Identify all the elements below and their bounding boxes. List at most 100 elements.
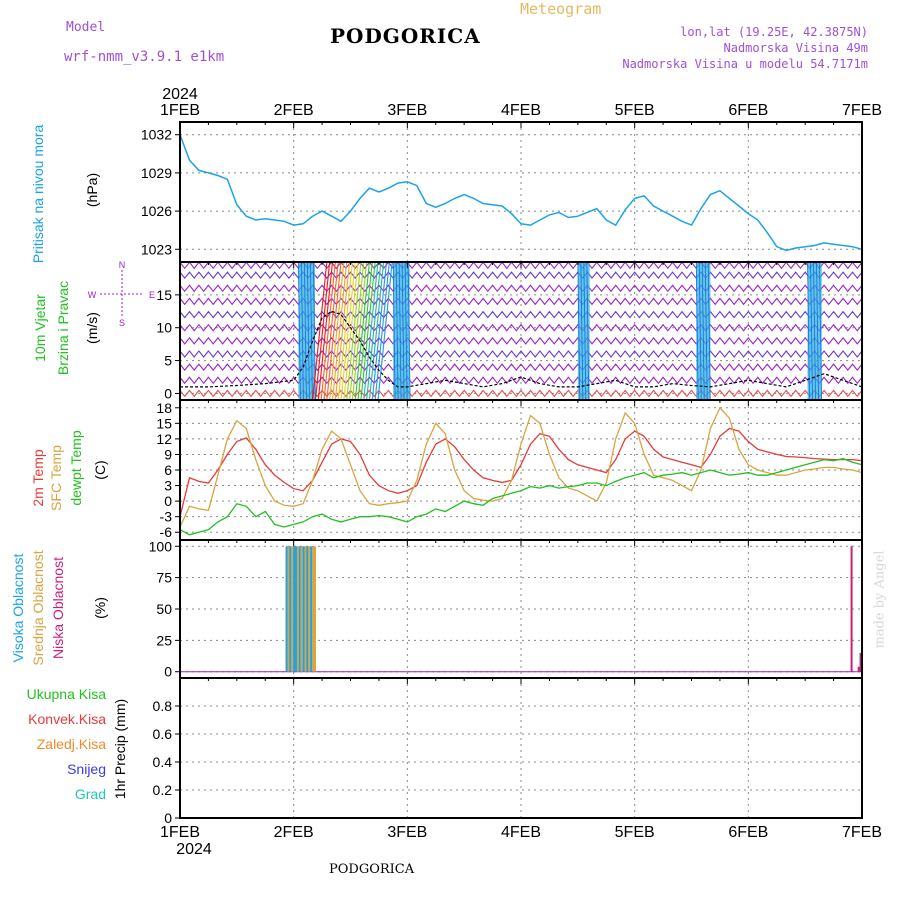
wind-barb-row	[180, 310, 862, 319]
wind-barb-row	[180, 389, 862, 398]
wind-storm-stroke	[371, 262, 388, 400]
cloud-bar	[289, 546, 292, 672]
cloud-bar	[300, 546, 303, 672]
year-label-bottom: 2024	[176, 841, 212, 858]
cloud-bar	[308, 546, 311, 672]
x-date-label-bottom: 3FEB	[387, 824, 427, 841]
y-tick-label: 0.2	[153, 782, 173, 798]
x-date-label-bottom: 4FEB	[501, 824, 541, 841]
wind-storm-stroke	[360, 262, 376, 400]
wind-cyan-band	[577, 262, 590, 400]
y-tick-label: 100	[149, 538, 173, 554]
wind-field	[180, 262, 862, 400]
wind-storm-stroke	[351, 262, 368, 400]
cloud-bar	[850, 546, 853, 672]
wind-cyan-stroke	[698, 262, 702, 400]
y-tick-label: 15	[156, 287, 172, 303]
lonlat-label: lon,lat (19.25E, 42.3875N)	[680, 25, 868, 39]
wind-storm-stroke	[368, 262, 385, 400]
legend-snow: Snijeg	[67, 761, 106, 777]
cloud-bar	[312, 546, 315, 672]
cloud-bar	[310, 546, 313, 672]
cloud-bar	[293, 546, 296, 672]
cloud-bar	[285, 546, 288, 672]
compass-letter: E	[149, 290, 155, 300]
y-tick-label: 50	[156, 601, 172, 617]
panel-frame	[179, 677, 863, 819]
y-tick-label: 0	[164, 385, 172, 401]
x-date-label-top: 6FEB	[728, 102, 768, 119]
y-tick-label: 1026	[141, 203, 172, 219]
temp-sfc-line	[179, 406, 863, 528]
year-label-top: 2024	[162, 86, 198, 103]
temp-2m-line	[179, 427, 863, 517]
x-date-label-top: 2FEB	[274, 102, 314, 119]
x-date-label-top: 7FEB	[842, 102, 882, 119]
wind-barb-row	[180, 363, 862, 371]
wind-cyan-stroke	[301, 262, 304, 400]
wind-cyan-stroke	[701, 262, 705, 400]
wind-cyan-stroke	[398, 262, 402, 400]
wind-cyan-stroke	[583, 262, 587, 400]
x-date-label-top: 4FEB	[501, 102, 541, 119]
cloud-bar	[295, 546, 298, 672]
y-tick-label: 0.6	[153, 726, 173, 742]
page-title: PODGORICA	[330, 24, 481, 48]
x-date-label-bottom: 5FEB	[615, 824, 655, 841]
wind-barb-row	[180, 323, 862, 332]
wind-cyan-stroke	[813, 262, 816, 400]
wind-cyan-stroke	[307, 262, 310, 400]
wind-storm-stroke	[312, 262, 328, 400]
wind-cyan-stroke	[695, 262, 699, 400]
legend-zal: Zaledj.Kisa	[36, 736, 106, 752]
wind-barb-row	[180, 350, 862, 358]
wind-compass-icon: N W E S	[88, 260, 155, 328]
y-tick-label: 15	[156, 415, 172, 431]
pressure-series-line	[179, 134, 863, 252]
wind-storm-stroke	[354, 262, 371, 400]
wind-storm-stroke	[340, 262, 356, 400]
legend-total: Ukupna Kisa	[26, 686, 106, 702]
x-date-label-bottom: 2FEB	[274, 824, 314, 841]
wind-storm-stroke	[366, 262, 382, 400]
wind-storm-stroke	[348, 262, 365, 400]
wind-cyan-stroke	[392, 262, 396, 400]
cloud-bar	[313, 546, 316, 672]
model-elevation-label: Nadmorska Visina u modelu 54.7171m	[622, 57, 868, 71]
cloud-bar	[298, 546, 301, 672]
model-label: Model	[66, 20, 106, 35]
x-date-label-bottom: 1FEB	[160, 824, 200, 841]
wind-cyan-stroke	[807, 262, 810, 400]
y-tick-label: 9	[164, 446, 172, 462]
y-tick-label: 1032	[141, 127, 172, 143]
y-tick-label: 5	[164, 353, 172, 369]
y-tick-label: -6	[160, 524, 173, 540]
meteogram-label: Meteogram	[520, 0, 602, 18]
y-tick-label: 3	[164, 478, 172, 494]
wind-cyan-stroke	[401, 262, 405, 400]
y-tick-label: 0.4	[153, 754, 173, 770]
wind-cyan-stroke	[298, 262, 301, 400]
wind-storm-stroke	[323, 262, 339, 400]
cloud-bar	[306, 546, 309, 672]
y-tick-label: 12	[156, 431, 172, 447]
compass-letter: W	[88, 290, 97, 300]
cloud-bar	[296, 546, 299, 672]
y-tick-label: 0	[164, 664, 172, 680]
y-tick-label: 6	[164, 462, 172, 478]
wind-storm-stroke	[317, 262, 334, 400]
cloud-bar	[287, 546, 290, 672]
wind-cyan-stroke	[310, 262, 313, 400]
wind-storm-stroke	[377, 262, 393, 400]
wind-barb-row	[180, 337, 862, 345]
wind-cyan-stroke	[577, 262, 581, 400]
wind-storm-stroke	[374, 262, 390, 400]
y-tick-label: 18	[156, 400, 172, 416]
legend-konv: Konvek.Kisa	[28, 711, 106, 727]
cloud-bar	[304, 546, 307, 672]
wind-storm-stroke	[334, 262, 351, 400]
temp-dewpt-line	[179, 457, 863, 536]
wind-storm-stroke	[329, 262, 345, 400]
y-tick-label: 1029	[141, 165, 172, 181]
